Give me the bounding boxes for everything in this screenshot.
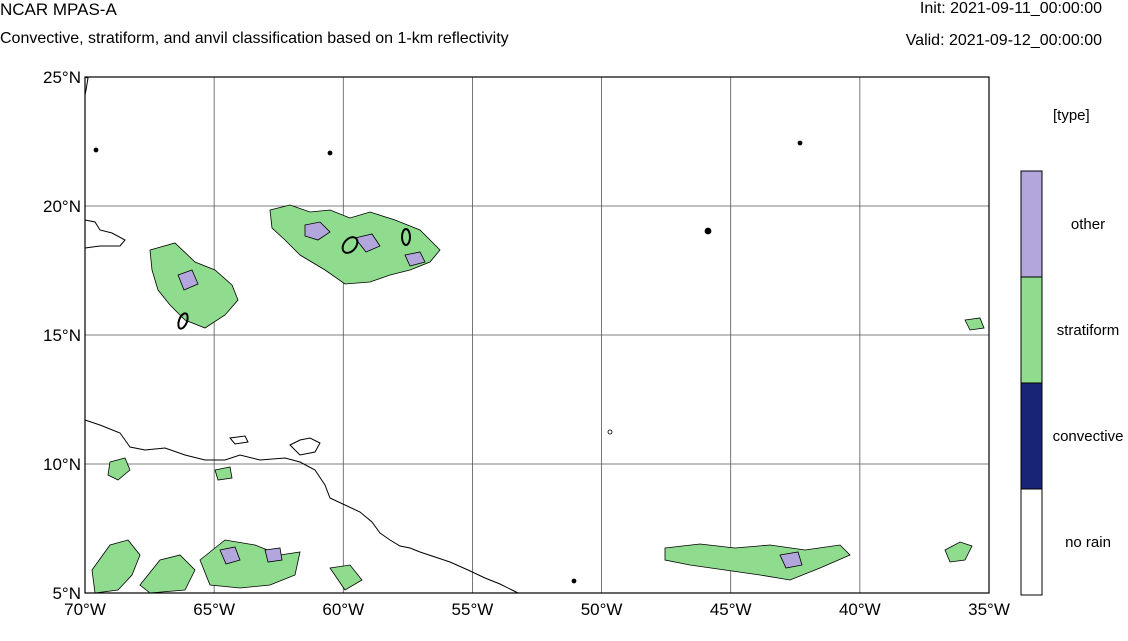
colorbar-swatch [1020,170,1043,278]
precip-cell [571,578,577,584]
colorbar: other stratiform convective no rain [1020,170,1124,596]
colorbar-label: stratiform [1057,322,1120,339]
coastline-tobago [229,435,249,445]
map-plot-area [84,76,990,594]
init-time: Init: 2021-09-11_00:00:00 [919,0,1102,17]
precip-cell [964,317,985,331]
colorbar-label: convective [1053,428,1124,445]
precip-cell [177,312,189,330]
lon-tick-label: 35°W [968,600,1010,619]
colorbar-label: other [1071,216,1105,233]
precip-cell [329,564,363,591]
lon-tick-label: 55°W [452,600,494,619]
precip-cell [219,546,241,565]
precip-cells [91,140,985,594]
colorbar-label: no rain [1065,534,1111,551]
precip-cell [704,227,712,235]
lat-tick-label: 15°N [43,326,81,345]
coastline-venezuela [84,419,519,594]
map-frame [84,76,990,594]
colorbar-swatch [1020,488,1043,596]
lon-tick-label: 40°W [839,600,881,619]
precip-cell [404,251,426,267]
lat-tick-label: 20°N [43,197,81,216]
precip-cell [177,269,199,291]
coastline-puerto-rico [84,219,126,249]
precip-cell [93,147,99,153]
lon-tick-label: 50°W [581,600,623,619]
precip-cell [354,233,381,253]
precip-cell [664,543,851,581]
precip-cell [327,150,333,156]
lon-tick-label: 45°W [710,600,752,619]
precip-cell [797,140,803,146]
precip-cell [107,457,131,481]
precip-cell [944,541,973,563]
coastline-trinidad [289,437,321,456]
map-subtitle: Convective, stratiform, and anvil classi… [0,30,509,47]
precip-cell [779,551,803,569]
lon-tick-label: 60°W [322,600,364,619]
lat-tick-label: 25°N [43,68,81,87]
precip-cell [264,547,283,563]
precip-cell [401,228,411,246]
lat-tick-labels: 5°N 10°N 15°N 20°N 25°N [43,68,81,603]
map-title: NCAR MPAS-A [0,0,117,19]
lon-tick-label: 65°W [193,600,235,619]
precip-cell [214,466,233,481]
lon-tick-labels: 70°W 65°W 60°W 55°W 50°W 45°W 40°W 35°W [64,600,1010,619]
colorbar-swatch [1020,382,1043,490]
valid-time: Valid: 2021-09-12_00:00:00 [905,32,1102,49]
lat-tick-label: 10°N [43,455,81,474]
colorbar-title: [type] [1053,107,1090,124]
colorbar-swatch [1020,276,1043,384]
precip-cell [304,221,331,241]
lat-tick-label: 5°N [52,584,81,603]
precip-cell [607,429,613,435]
lon-tick-label: 70°W [64,600,106,619]
precip-cell [341,236,359,254]
